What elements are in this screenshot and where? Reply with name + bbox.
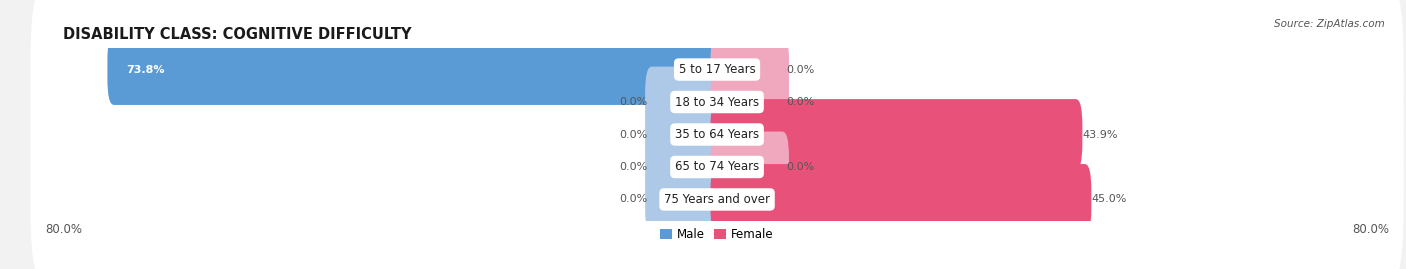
FancyBboxPatch shape: [31, 0, 1403, 163]
Text: 75 Years and over: 75 Years and over: [664, 193, 770, 206]
FancyBboxPatch shape: [645, 99, 724, 170]
Text: Source: ZipAtlas.com: Source: ZipAtlas.com: [1274, 19, 1385, 29]
Text: 43.9%: 43.9%: [1083, 129, 1118, 140]
Text: 65 to 74 Years: 65 to 74 Years: [675, 161, 759, 174]
FancyBboxPatch shape: [710, 164, 1091, 235]
Text: 5 to 17 Years: 5 to 17 Years: [679, 63, 755, 76]
FancyBboxPatch shape: [31, 106, 1403, 269]
FancyBboxPatch shape: [710, 34, 789, 105]
FancyBboxPatch shape: [710, 132, 789, 202]
FancyBboxPatch shape: [710, 99, 1083, 170]
FancyBboxPatch shape: [645, 164, 724, 235]
FancyBboxPatch shape: [645, 67, 724, 137]
Text: 73.8%: 73.8%: [127, 65, 165, 75]
Text: 0.0%: 0.0%: [786, 162, 814, 172]
Text: 0.0%: 0.0%: [620, 162, 648, 172]
Text: 0.0%: 0.0%: [620, 97, 648, 107]
Text: 0.0%: 0.0%: [786, 65, 814, 75]
FancyBboxPatch shape: [31, 8, 1403, 196]
Text: 18 to 34 Years: 18 to 34 Years: [675, 95, 759, 108]
FancyBboxPatch shape: [31, 73, 1403, 261]
Text: DISABILITY CLASS: COGNITIVE DIFFICULTY: DISABILITY CLASS: COGNITIVE DIFFICULTY: [63, 27, 412, 42]
FancyBboxPatch shape: [107, 34, 724, 105]
FancyBboxPatch shape: [645, 132, 724, 202]
Legend: Male, Female: Male, Female: [655, 223, 779, 246]
FancyBboxPatch shape: [31, 41, 1403, 228]
Text: 0.0%: 0.0%: [620, 129, 648, 140]
Text: 0.0%: 0.0%: [620, 194, 648, 204]
Text: 0.0%: 0.0%: [786, 97, 814, 107]
Text: 45.0%: 45.0%: [1091, 194, 1126, 204]
FancyBboxPatch shape: [710, 67, 789, 137]
Text: 35 to 64 Years: 35 to 64 Years: [675, 128, 759, 141]
